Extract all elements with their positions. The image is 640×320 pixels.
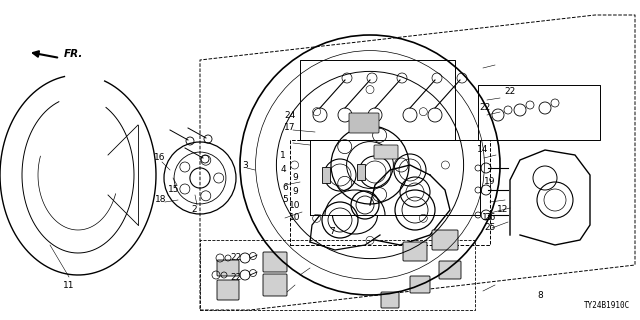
Text: 24: 24: [284, 110, 296, 119]
Text: 25: 25: [484, 223, 496, 233]
Text: 10: 10: [289, 213, 301, 222]
Text: 6: 6: [282, 183, 288, 193]
Text: 22: 22: [479, 103, 491, 113]
FancyBboxPatch shape: [374, 145, 398, 159]
Text: 16: 16: [154, 153, 166, 162]
Text: 10: 10: [289, 201, 301, 210]
Text: 12: 12: [497, 205, 509, 214]
Text: 1: 1: [280, 150, 286, 159]
Text: 8: 8: [537, 291, 543, 300]
Text: 22: 22: [504, 87, 516, 97]
FancyBboxPatch shape: [357, 164, 365, 180]
Text: 5: 5: [282, 196, 288, 204]
FancyBboxPatch shape: [410, 276, 430, 293]
FancyBboxPatch shape: [217, 260, 239, 276]
FancyBboxPatch shape: [381, 292, 399, 308]
FancyBboxPatch shape: [439, 261, 461, 279]
Text: 9: 9: [292, 188, 298, 196]
Text: 7: 7: [329, 228, 335, 236]
Text: TY24B1910C: TY24B1910C: [584, 301, 630, 310]
FancyBboxPatch shape: [263, 274, 287, 296]
FancyBboxPatch shape: [217, 280, 239, 300]
Text: 13: 13: [483, 213, 493, 222]
FancyBboxPatch shape: [403, 242, 427, 261]
Text: 3: 3: [242, 161, 248, 170]
Text: 2: 2: [191, 205, 197, 214]
Text: 22: 22: [230, 253, 242, 262]
Text: 15: 15: [168, 186, 180, 195]
Text: 17: 17: [284, 124, 296, 132]
Text: 11: 11: [63, 281, 75, 290]
Text: FR.: FR.: [64, 49, 83, 59]
FancyBboxPatch shape: [322, 167, 330, 183]
FancyBboxPatch shape: [263, 252, 287, 272]
FancyBboxPatch shape: [432, 230, 458, 250]
Text: 26: 26: [484, 213, 496, 222]
Text: 9: 9: [292, 173, 298, 182]
FancyBboxPatch shape: [349, 113, 379, 133]
Text: 4: 4: [280, 165, 286, 174]
Text: 14: 14: [477, 146, 489, 155]
Text: 18: 18: [156, 196, 167, 204]
Text: 22: 22: [230, 274, 242, 283]
Text: 19: 19: [484, 178, 496, 187]
